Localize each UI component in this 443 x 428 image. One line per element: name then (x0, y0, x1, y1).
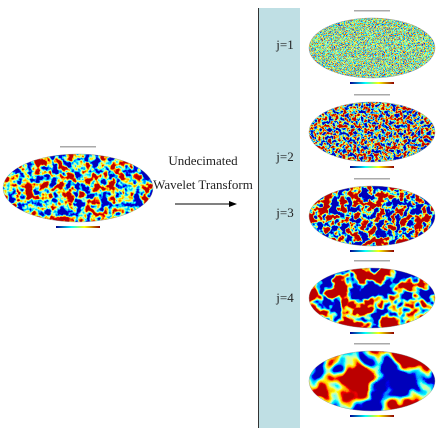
map-caption (354, 343, 390, 345)
sky-map (309, 18, 435, 78)
sky-map (309, 351, 435, 411)
colorbar (350, 166, 394, 168)
transform-label: Wavelet Transform (153, 177, 253, 192)
colorbar (350, 82, 394, 84)
scale-label: j=3 (275, 205, 293, 220)
colorbar (350, 415, 394, 417)
map-caption (354, 178, 390, 180)
arrow-head (229, 201, 237, 207)
map-caption (60, 146, 96, 148)
scale-label: j=2 (275, 149, 293, 164)
sky-map (3, 154, 153, 222)
colorbar (350, 250, 394, 252)
figure: Undecimated Wavelet Transform j=1 j=2 j=… (0, 0, 443, 428)
colorbar (56, 226, 100, 228)
colorbar (350, 332, 394, 334)
map-caption (354, 10, 390, 12)
sky-map (309, 268, 435, 328)
sky-map (309, 186, 435, 246)
sky-map (309, 102, 435, 162)
scale-label: j=1 (275, 37, 293, 52)
scale-label: j=4 (275, 290, 294, 305)
transform-label: Undecimated (168, 153, 238, 168)
map-caption (354, 94, 390, 96)
map-caption (354, 260, 390, 262)
